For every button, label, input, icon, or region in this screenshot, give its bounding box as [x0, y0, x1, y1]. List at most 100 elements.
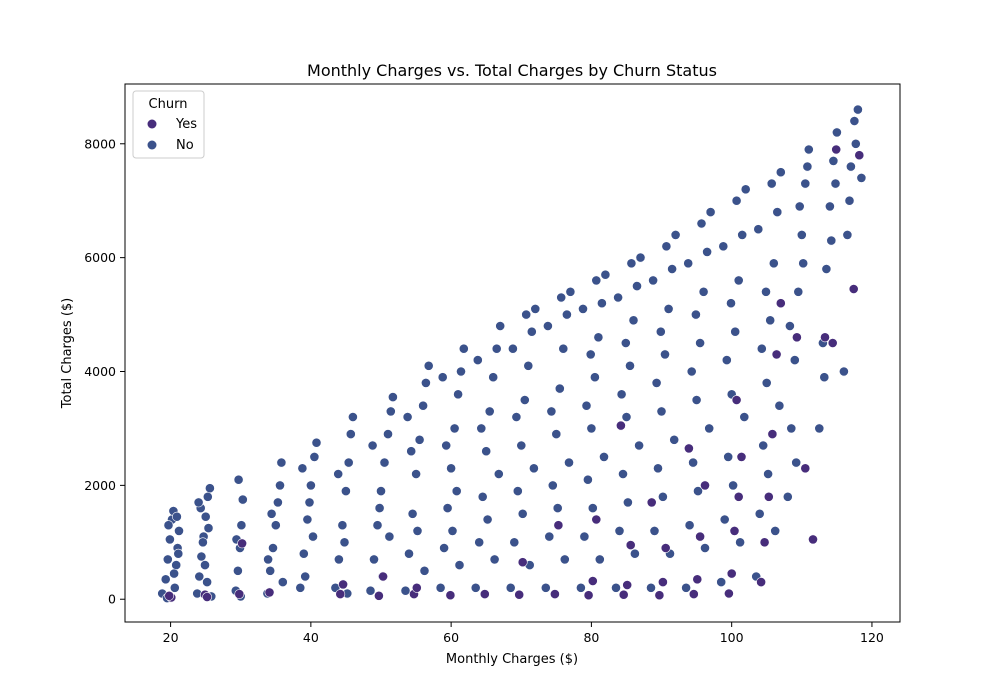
data-point: [305, 480, 316, 491]
data-point: [514, 589, 525, 600]
data-point: [594, 554, 605, 565]
data-point: [339, 537, 350, 548]
y-tick-label: 4000: [84, 364, 116, 379]
data-point: [476, 423, 487, 434]
data-point: [729, 526, 740, 536]
data-point: [702, 246, 712, 257]
data-point: [419, 565, 430, 576]
data-point: [661, 241, 672, 252]
data-point: [543, 321, 553, 331]
data-point: [163, 520, 174, 531]
legend-marker-no: [147, 140, 157, 150]
data-point: [586, 423, 597, 434]
data-point: [774, 400, 785, 411]
data-point: [367, 440, 378, 451]
data-point: [378, 571, 388, 582]
data-point: [620, 338, 631, 348]
data-point: [337, 520, 348, 531]
data-point: [406, 446, 417, 457]
x-tick-label: 80: [583, 630, 599, 645]
data-point: [481, 446, 492, 457]
data-point: [600, 269, 611, 280]
data-point: [418, 400, 428, 411]
legend-marker-yes: [147, 119, 157, 129]
data-point: [550, 589, 560, 599]
data-point: [670, 229, 681, 240]
data-point: [704, 423, 715, 434]
legend-label-yes: Yes: [175, 117, 197, 132]
data-point: [547, 480, 558, 491]
data-point: [517, 508, 528, 519]
data-point: [718, 241, 729, 252]
data-point: [842, 229, 853, 240]
data-point: [651, 377, 662, 388]
data-point: [761, 286, 771, 297]
data-point: [696, 218, 707, 229]
data-point: [611, 582, 621, 593]
y-axis-label: Total Charges ($): [60, 298, 75, 409]
data-point: [827, 338, 838, 348]
data-point: [669, 434, 680, 445]
legend-title: Churn: [149, 97, 188, 112]
data-point: [803, 144, 814, 155]
data-point: [556, 292, 567, 303]
data-point: [692, 574, 703, 585]
data-point: [628, 315, 639, 326]
data-point: [530, 303, 541, 314]
data-point: [234, 589, 245, 599]
data-point: [489, 554, 500, 565]
data-point: [516, 440, 527, 451]
data-point: [625, 540, 636, 550]
data-point: [632, 281, 642, 291]
data-point: [202, 592, 212, 602]
data-point: [766, 178, 777, 189]
data-point: [491, 343, 502, 354]
data-point: [519, 395, 530, 405]
data-point: [831, 144, 842, 155]
data-point: [785, 321, 795, 331]
data-point: [505, 582, 516, 593]
data-point: [646, 497, 657, 508]
data-point: [263, 554, 273, 565]
data-point: [634, 440, 644, 451]
data-point: [808, 534, 818, 545]
data-point: [400, 585, 411, 596]
data-point: [733, 491, 744, 502]
data-point: [789, 355, 800, 365]
data-point: [695, 531, 705, 542]
x-tick-label: 40: [303, 630, 319, 645]
data-point: [763, 469, 773, 479]
data-point: [614, 526, 625, 536]
data-point: [667, 264, 677, 274]
data-point: [387, 392, 398, 402]
data-point: [470, 582, 481, 593]
data-point: [658, 491, 668, 502]
data-point: [719, 514, 730, 525]
data-point: [630, 548, 640, 559]
data-point: [383, 429, 393, 439]
data-point: [635, 252, 646, 263]
data-point: [792, 332, 802, 343]
data-point: [160, 574, 171, 585]
data-point: [493, 469, 504, 479]
chart-title: Monthly Charges vs. Total Charges by Chu…: [307, 61, 717, 80]
data-point: [733, 275, 744, 286]
data-point: [821, 264, 832, 274]
data-point: [270, 520, 281, 531]
data-point: [237, 538, 247, 549]
data-point: [202, 577, 212, 587]
data-point: [756, 577, 766, 587]
data-point: [521, 309, 532, 320]
series-yes: [164, 144, 865, 603]
data-point: [335, 589, 346, 599]
data-point: [562, 309, 572, 320]
data-point: [700, 543, 710, 553]
data-point: [565, 286, 576, 297]
data-point: [786, 423, 797, 434]
data-point: [590, 372, 600, 383]
data-point: [825, 201, 835, 212]
data-point: [853, 104, 863, 115]
data-point: [196, 551, 207, 562]
data-point: [526, 326, 537, 337]
x-axis-label: Monthly Charges ($): [446, 652, 578, 667]
